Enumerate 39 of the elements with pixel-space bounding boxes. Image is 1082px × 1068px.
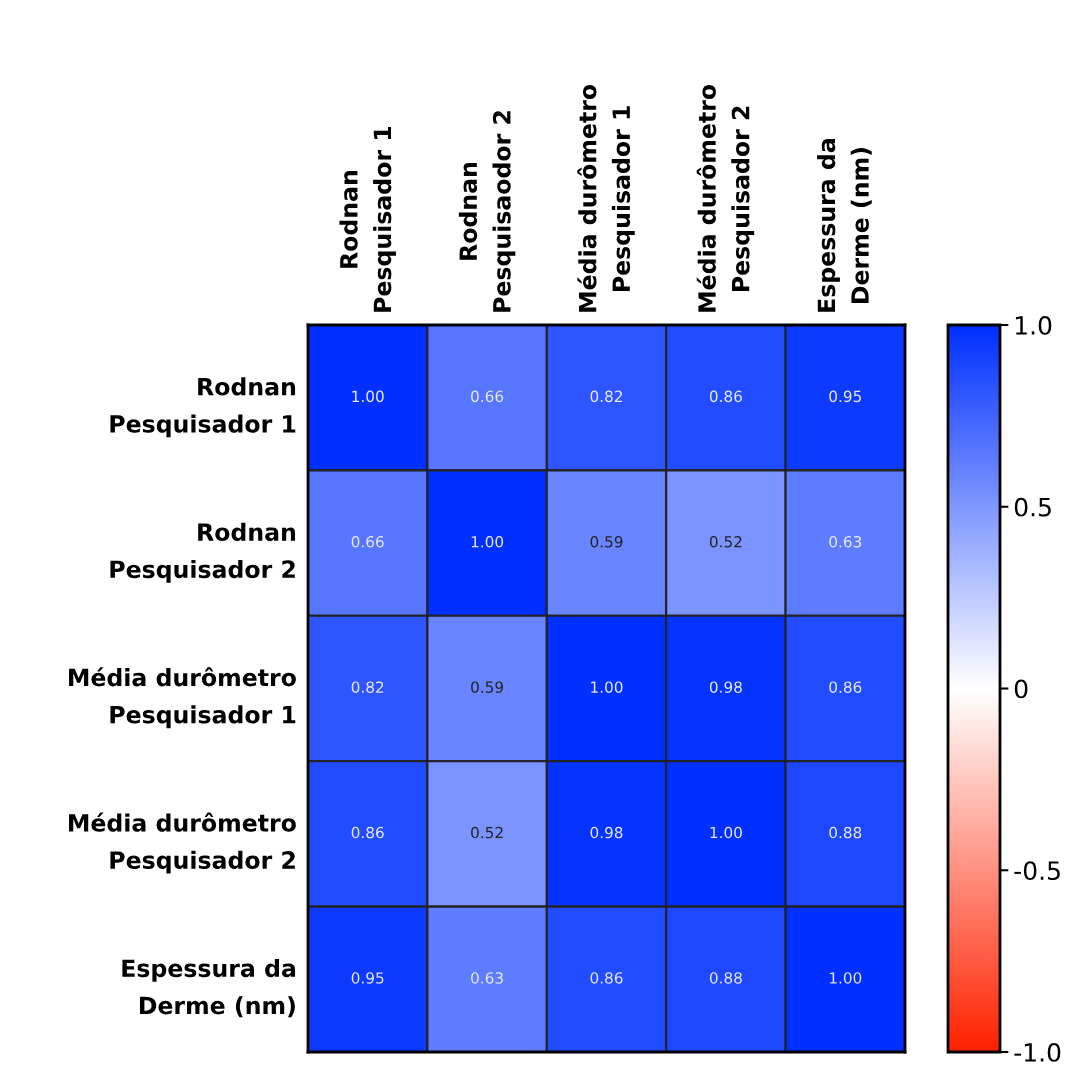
x-tick-label: Rodnan Pesquisaodor 2 — [458, 111, 516, 312]
color-bar-label: 1.0 — [1015, 315, 1052, 335]
data-label: 0.66 — [471, 390, 504, 403]
data-label: 0.86 — [709, 390, 742, 403]
x-tick-label: Média durômetro Pesquisador 2 — [696, 84, 755, 312]
data-label: 0.63 — [829, 535, 862, 548]
data-label: 0.52 — [471, 826, 503, 839]
data-label: 0.66 — [351, 535, 384, 548]
data-label: 0.59 — [471, 681, 504, 693]
data-label: 0.52 — [709, 535, 742, 548]
color-bar-label: 0.5 — [1014, 497, 1051, 517]
y-tick-label: Média durômetro Pesquisador 1 — [69, 667, 296, 729]
data-label: 0.63 — [471, 972, 503, 984]
data-label: 0.88 — [829, 826, 862, 839]
data-label: 1.00 — [710, 826, 742, 839]
data-label: 1.00 — [829, 972, 862, 984]
color-bar-label: 0 — [1014, 679, 1028, 699]
data-label: 0.82 — [590, 390, 622, 403]
data-label: 1.00 — [352, 390, 384, 403]
y-tick-label: Rodnan Pesquisador 1 — [110, 377, 296, 438]
y-tick-label: Rodnan Pesquisador 2 — [110, 522, 296, 583]
data-label: 0.86 — [829, 681, 862, 693]
data-label: 0.95 — [351, 972, 384, 984]
data-label: 0.95 — [829, 390, 861, 403]
color-bar-label: -0.5 — [1014, 861, 1060, 881]
data-label: 0.86 — [351, 826, 384, 839]
data-label: 0.88 — [709, 972, 742, 984]
data-label: 0.82 — [351, 681, 384, 693]
data-label: 1.00 — [591, 681, 623, 693]
data-label: 0.59 — [590, 535, 623, 548]
color-bar-label: -1.0 — [1014, 1042, 1061, 1062]
data-label: 1.00 — [471, 535, 504, 548]
x-tick-label: Média durômetro Pesquisador 1 — [577, 84, 635, 312]
y-tick-label: Espessura da Derme (nm) — [122, 958, 296, 1018]
data-label: 0.98 — [590, 826, 623, 839]
data-label: 0.98 — [709, 681, 742, 693]
x-tick-label: Espessura da Derme (nm) — [817, 139, 872, 312]
y-tick-label: Média durômetro Pesquisador 2 — [69, 812, 296, 874]
data-label: 0.86 — [590, 972, 623, 984]
